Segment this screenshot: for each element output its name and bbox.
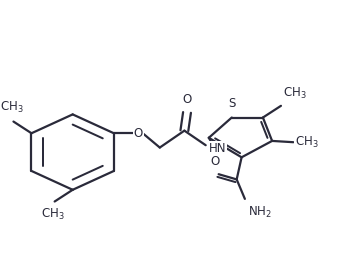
Text: CH$_3$: CH$_3$ bbox=[0, 100, 24, 115]
Text: CH$_3$: CH$_3$ bbox=[283, 86, 306, 101]
Text: O: O bbox=[211, 155, 220, 168]
Text: S: S bbox=[228, 97, 235, 110]
Text: CH$_3$: CH$_3$ bbox=[295, 135, 319, 150]
Text: HN: HN bbox=[209, 142, 226, 155]
Text: O: O bbox=[134, 127, 143, 140]
Text: CH$_3$: CH$_3$ bbox=[41, 207, 65, 222]
Text: NH$_2$: NH$_2$ bbox=[248, 205, 271, 220]
Text: O: O bbox=[182, 93, 192, 106]
